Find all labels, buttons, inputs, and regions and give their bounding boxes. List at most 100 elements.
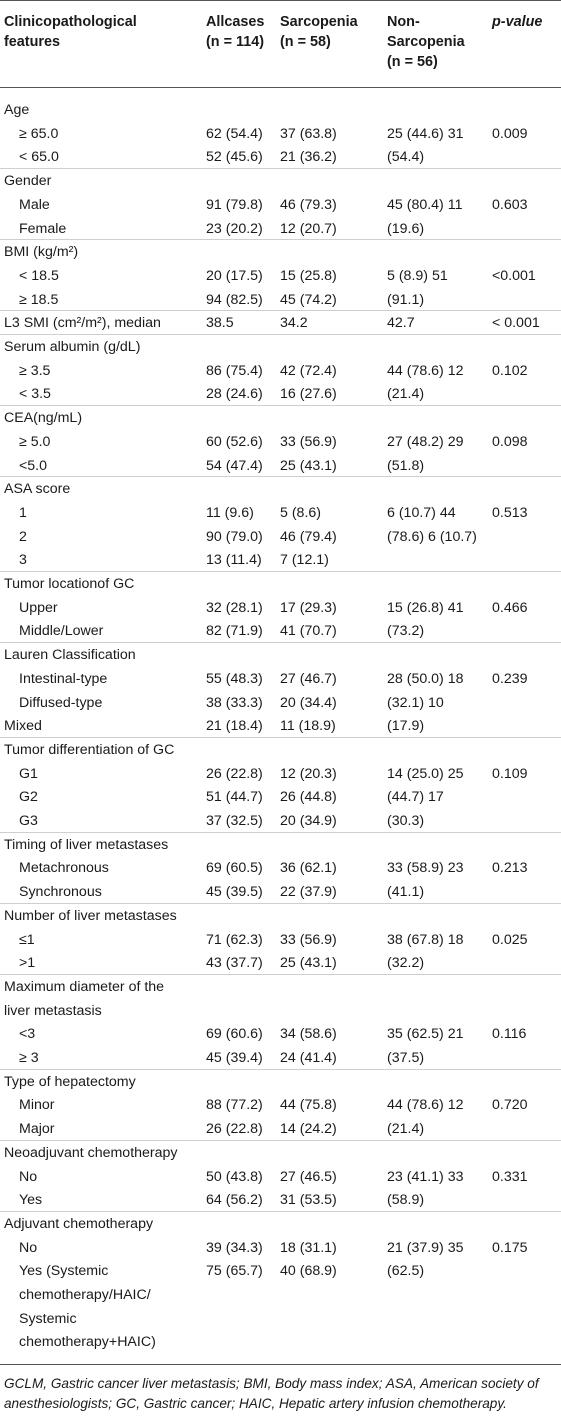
row-label: Number of liver metastases	[4, 907, 177, 924]
row-cell-sarcopenia: 44 (75.8)	[280, 1097, 337, 1114]
row-cell-non-sarcopenia: 44 (78.6) 12	[387, 362, 464, 379]
header-rule	[0, 87, 561, 88]
row-cell-allcases: 13 (11.4)	[206, 552, 262, 569]
row-cell-sarcopenia: 31 (53.5)	[280, 1192, 337, 1209]
row-cell-sarcopenia: 33 (56.9)	[280, 433, 337, 450]
row-cell-non-sarcopenia: (32.1) 10	[387, 694, 444, 711]
row-cell-allcases: 28 (24.6)	[206, 386, 263, 403]
row-sublabel: 1	[19, 504, 27, 521]
row-label: ASA score	[4, 481, 71, 498]
row-cell-sarcopenia: 26 (44.8)	[280, 789, 337, 806]
row-sublabel: G3	[19, 813, 38, 829]
row-label: Maximum diameter of the	[4, 978, 165, 995]
row-cell-pvalue: 0.025	[492, 931, 528, 948]
row-cell-sarcopenia: 14 (24.2)	[280, 1121, 337, 1138]
row-sublabel: chemotherapy/HAIC/	[19, 1287, 151, 1303]
header-col-features: Clinicopathological features	[4, 12, 194, 52]
row-sublabel: Yes (Systemic	[19, 1263, 109, 1280]
row-cell-allcases: 60 (52.6)	[206, 433, 263, 450]
header-pvalue-label: p-value	[492, 14, 543, 30]
row-cell-pvalue: 0.213	[492, 860, 528, 877]
section-divider	[0, 736, 561, 738]
row-cell-non-sarcopenia: (58.9)	[387, 1192, 425, 1209]
section-divider	[0, 476, 561, 478]
row-label: Neoadjuvant chemotherapy	[4, 1144, 178, 1161]
row-cell-allcases: 50 (43.8)	[206, 1168, 263, 1185]
row-cell-non-sarcopenia: (21.4)	[387, 386, 425, 403]
section-divider	[0, 1068, 561, 1070]
row-cell-non-sarcopenia: 21 (37.9) 35	[387, 1239, 464, 1256]
row-sublabel: Diffused-type	[19, 694, 103, 711]
section-divider	[0, 571, 561, 572]
header-non-label-1: Non-	[387, 14, 420, 30]
row-cell-non-sarcopenia: (17.9)	[387, 718, 425, 735]
row-sublabel: ≥ 5.0	[19, 433, 51, 450]
row-cell-non-sarcopenia: (91.1)	[387, 291, 425, 308]
row-cell-non-sarcopenia: (51.8)	[387, 457, 425, 474]
row-label: Serum albumin (g/dL)	[4, 339, 141, 355]
section-divider	[0, 239, 561, 241]
row-label: Gender	[4, 173, 52, 190]
row-sublabel: G2	[19, 789, 38, 806]
header-col-allcases: Allcases (n = 114)	[206, 12, 264, 52]
row-cell-non-sarcopenia: (37.5)	[387, 1050, 425, 1066]
row-sublabel: Yes	[19, 1192, 43, 1209]
row-cell-allcases: 45 (39.4)	[206, 1050, 263, 1066]
row-sublabel: <5.0	[19, 457, 48, 474]
row-cell-allcases: 43 (37.7)	[206, 955, 263, 972]
row-cell-pvalue: 0.603	[492, 196, 528, 213]
row-cell-allcases: 82 (71.9)	[206, 623, 263, 640]
row-sublabel: Intestinal-type	[19, 670, 108, 687]
row-cell-sarcopenia: 12 (20.3)	[280, 765, 337, 782]
row-cell-allcases: 26 (22.8)	[206, 1121, 263, 1138]
row-cell-non-sarcopenia: 14 (25.0) 25	[387, 765, 464, 782]
row-cell-non-sarcopenia: 33 (58.9) 23	[387, 860, 464, 877]
row-cell-allcases: 38 (33.3)	[206, 694, 263, 711]
row-sublabel: < 18.5	[19, 267, 59, 284]
row-sublabel: 2	[19, 528, 27, 545]
row-cell-non-sarcopenia: (32.2)	[387, 955, 425, 972]
row-cell-sarcopenia: 7 (12.1)	[280, 552, 329, 569]
row-cell-non-sarcopenia: (19.6)	[387, 220, 425, 237]
header-sarcopenia-n: (n = 58)	[280, 34, 331, 50]
section-divider	[0, 831, 561, 833]
row-cell-sarcopenia: 41 (70.7)	[280, 623, 337, 640]
row-cell-allcases: 45 (39.5)	[206, 884, 263, 901]
row-sublabel: Middle/Lower	[19, 623, 104, 640]
header-col-non-sarcopenia: Non- Sarcopenia (n = 56)	[387, 12, 465, 72]
row-cell-pvalue: 0.009	[492, 125, 528, 142]
row-cell-non-sarcopenia: 38 (67.8) 18	[387, 931, 464, 948]
row-label: Lauren Classification	[4, 647, 136, 664]
row-label: Adjuvant chemotherapy	[4, 1215, 154, 1232]
section-divider	[0, 334, 561, 335]
row-cell-non-sarcopenia: 15 (26.8) 41	[387, 599, 464, 616]
row-label: Tumor locationof GC	[4, 576, 135, 592]
row-cell-non-sarcopenia: (78.6) 6 (10.7)	[387, 528, 477, 545]
row-sublabel: ≥ 3.5	[19, 362, 51, 379]
header-non-label-2: Sarcopenia	[387, 34, 465, 50]
row-cell-non-sarcopenia: (54.4)	[387, 149, 425, 166]
row-sublabel: Metachronous	[19, 860, 109, 877]
row-cell-allcases: 55 (48.3)	[206, 670, 263, 687]
row-label: L3 SMI (cm²/m²), median	[4, 315, 161, 332]
row-cell-allcases: 37 (32.5)	[206, 813, 263, 829]
section-divider	[0, 902, 561, 904]
row-cell-pvalue: 0.239	[492, 670, 528, 687]
row-cell-allcases: 52 (45.6)	[206, 149, 263, 166]
row-cell-pvalue: 0.175	[492, 1239, 528, 1256]
row-cell-allcases: 62 (54.4)	[206, 125, 263, 142]
row-cell-pvalue: 0.331	[492, 1168, 528, 1185]
row-cell-sarcopenia: 17 (29.3)	[280, 599, 337, 616]
row-sublabel: Minor	[19, 1097, 55, 1114]
bottom-rule	[0, 1364, 561, 1365]
row-cell-non-sarcopenia: 27 (48.2) 29	[387, 433, 464, 450]
row-cell-sarcopenia: 42 (72.4)	[280, 362, 337, 379]
row-cell-sarcopenia: 22 (37.9)	[280, 884, 337, 901]
section-divider	[0, 310, 561, 312]
row-cell-sarcopenia: 24 (41.4)	[280, 1050, 337, 1066]
row-sublabel: ≤1	[19, 931, 35, 948]
row-cell-allcases: 23 (20.2)	[206, 220, 263, 237]
row-cell-sarcopenia: 16 (27.6)	[280, 386, 337, 403]
row-cell-sarcopenia: 27 (46.5)	[280, 1168, 337, 1185]
row-sublabel: Major	[19, 1121, 55, 1138]
